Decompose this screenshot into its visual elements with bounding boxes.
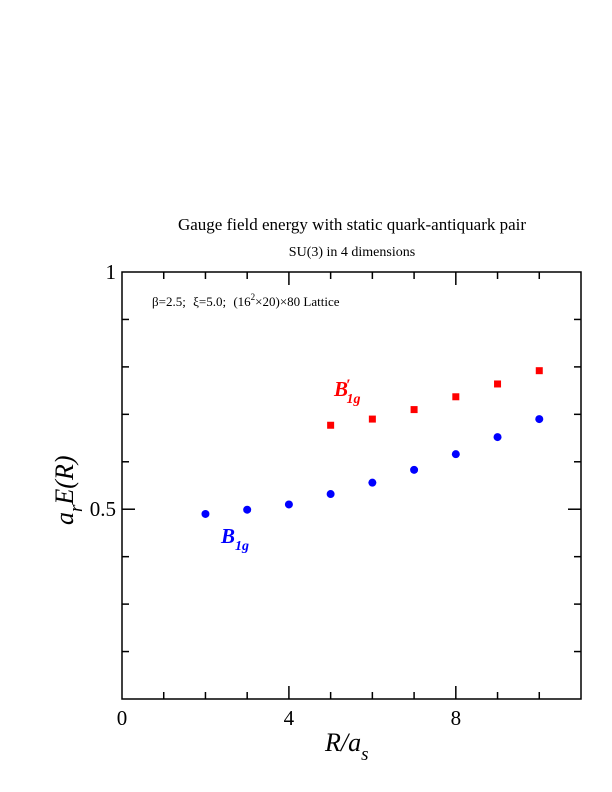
series-label-b1g-sub: 1g [235, 539, 249, 554]
data-point-b1g [451, 450, 460, 459]
y-tick-label: 0.5 [90, 497, 116, 521]
plot-frame [121, 271, 582, 700]
data-point-b1g [368, 478, 377, 487]
annotation-lattice-rest: ×20)×80 Lattice [255, 294, 340, 309]
annotation-xi: ξ=5.0; [193, 294, 226, 309]
annotation-beta: β=2.5; [152, 294, 186, 309]
series-label-b1g-prime-sub: 1g [347, 392, 361, 407]
series-label-b1g-main: B [220, 524, 235, 548]
data-point-b1g-prime [452, 393, 460, 401]
y-axis-label-main: E(R) [50, 456, 79, 506]
x-axis-label: R/as [324, 728, 369, 765]
x-tick-label: 0 [117, 706, 128, 730]
data-point-b1g-prime [494, 380, 502, 388]
x-tick-label: 8 [451, 706, 462, 730]
chart-subtitle: SU(3) in 4 dimensions [289, 245, 415, 260]
y-tick-label: 1 [106, 260, 117, 284]
data-point-b1g [410, 465, 419, 474]
data-point-b1g [243, 505, 252, 514]
data-point-b1g-prime [368, 415, 376, 423]
x-axis-label-main: R/a [324, 728, 361, 757]
parameter-annotation: β=2.5; ξ=5.0; (162×20)×80 Lattice [152, 292, 340, 309]
y-axis-label-sub: r [66, 504, 87, 512]
series-label-b1g-prime-mark: ′ [346, 377, 351, 394]
data-point-b1g [326, 490, 335, 499]
x-axis-label-sub: s [361, 744, 368, 765]
chart-title: Gauge field energy with static quark-ant… [178, 215, 526, 234]
series-label-b1g-prime: B′ 1g [333, 377, 361, 407]
series-label-b1g: B1g [220, 524, 249, 554]
data-markers [201, 367, 544, 518]
data-point-b1g [201, 509, 210, 518]
x-tick-label: 4 [284, 706, 295, 730]
annotation-lattice-exp: 2 [251, 292, 256, 302]
data-point-b1g-prime [410, 406, 418, 414]
data-point-b1g [284, 500, 293, 509]
annotation-lattice-open: (16 [233, 294, 251, 309]
axis-tick-labels: 0 4 8 0.5 1 [90, 260, 461, 730]
data-point-b1g [535, 415, 544, 424]
data-point-b1g [493, 433, 502, 442]
series-label-b1g-prime-main: B [333, 377, 348, 401]
axis-ticks [122, 272, 581, 699]
y-axis-label: arE(R) [50, 456, 87, 526]
y-axis-label-prefix: a [50, 512, 79, 525]
data-point-b1g-prime [535, 367, 543, 375]
data-point-b1g-prime [327, 421, 335, 429]
